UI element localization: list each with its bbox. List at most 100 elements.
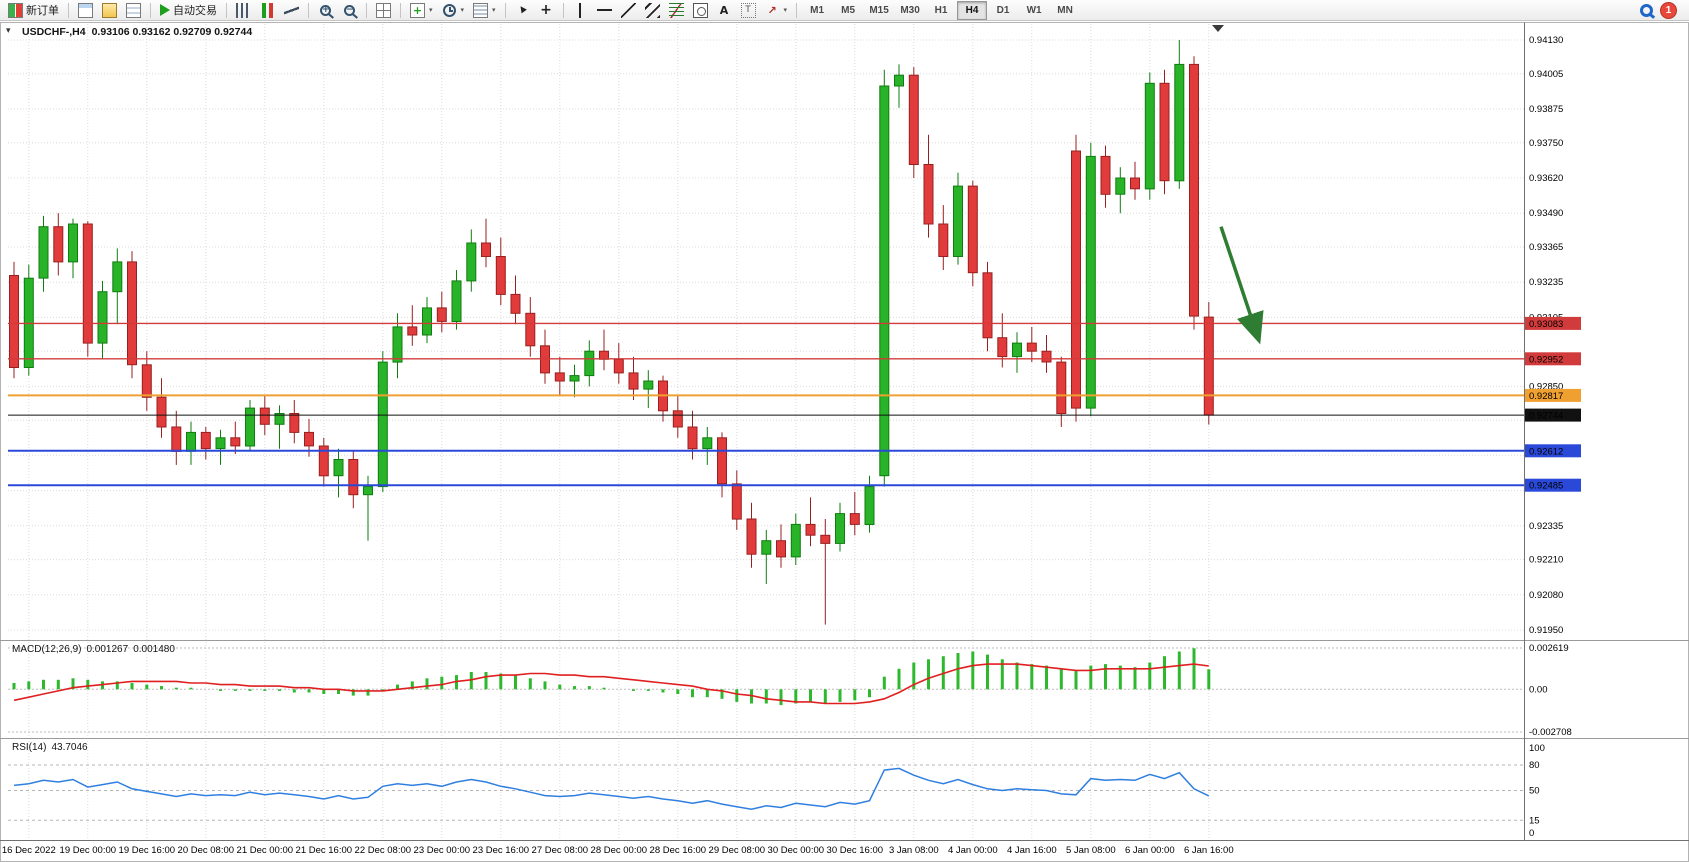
macd-signal-line [13,663,1209,705]
timeframe-button-m15-label: M15 [869,4,889,16]
text-icon [717,3,732,18]
indicators-button[interactable]: ▾ [406,0,437,20]
text-button[interactable] [713,0,736,20]
profiles-button[interactable] [98,0,121,20]
shapes-button[interactable] [689,0,712,20]
fibonacci-button[interactable] [665,0,688,20]
candle-body [274,413,285,425]
candle-body [849,513,860,525]
zoom-out-button[interactable] [338,0,361,20]
svg-text:21 Dec 00:00: 21 Dec 00:00 [237,845,294,856]
candle-body [628,372,639,390]
price-line-label: 0.92485 [1525,478,1581,492]
candle-body [141,364,152,398]
chart-window-button[interactable] [74,0,97,20]
bar-chart-icon [236,2,251,18]
new-order-button[interactable]: 新订单 [4,0,63,20]
svg-text:0.92485: 0.92485 [1529,481,1563,492]
candle-body [776,540,786,558]
line-chart-button[interactable] [280,0,303,20]
chart-shift-marker[interactable] [1212,25,1224,32]
auto-trading-button-label: 自动交易 [173,5,217,17]
crosshair-button[interactable] [535,0,558,20]
price-line-labels: 0.93083 0.92952 0.92817 0.92744 0.92612 0.924… [1525,316,1581,492]
candle-body [230,437,241,447]
candle-body [613,358,624,374]
zoom-in-icon [320,4,331,16]
candle-body [908,74,919,165]
timeframe-button-m1-label: M1 [810,4,825,16]
vertical-line-button[interactable] [569,0,592,20]
cursor-button[interactable] [511,0,534,20]
search-icon[interactable] [1640,3,1653,17]
vertical-line-icon [572,2,588,18]
periods-button[interactable]: ▾ [438,0,469,20]
candle-body [82,223,93,344]
timeframe-button-h4[interactable]: H4 [957,0,988,20]
svg-text:16 Dec 2022: 16 Dec 2022 [2,845,56,856]
text-label-button[interactable] [737,0,760,20]
candle-body [333,459,344,477]
candlestick-chart-button[interactable] [256,0,279,20]
data-window-button[interactable] [122,0,145,20]
svg-text:0.93750: 0.93750 [1529,138,1563,149]
candle-body [289,413,300,433]
horizontal-line-button[interactable] [593,0,616,20]
channel-button[interactable] [641,0,664,20]
notification-badge[interactable]: 1 [1660,1,1677,19]
macd-name: MACD(12,26,9) [12,644,82,655]
candle-body [481,242,491,257]
candle-body [687,426,698,450]
svg-text:30 Dec 16:00: 30 Dec 16:00 [827,845,884,856]
svg-text:0.93490: 0.93490 [1529,208,1563,219]
candle-body [864,486,875,526]
annotation-arrow[interactable] [1219,226,1264,345]
tile-windows-button[interactable] [372,0,395,20]
timeframe-button-m5[interactable]: M5 [833,1,863,20]
rsi-value: 43.7046 [51,742,88,753]
candle-body [466,242,477,282]
candle-body [510,293,521,314]
one-click-trading-arrow-icon[interactable]: ▾ [6,25,11,35]
rsi-name: RSI(14) [12,742,47,753]
candle-body [9,275,19,368]
timeframe-button-mn[interactable]: MN [1050,1,1080,20]
svg-text:4 Jan 00:00: 4 Jan 00:00 [948,845,998,856]
zoom-in-button[interactable] [314,0,337,20]
candle-body [997,337,1008,358]
symbol-timeframe-label: USDCHF-,H4 [22,26,86,38]
candle-body [97,291,108,344]
price-chart-canvas[interactable]: 0.94130 0.94005 0.93875 0.93750 0.93620 0.934… [0,22,1689,862]
candle-body [525,312,536,347]
rsi-line [13,767,1210,810]
shapes-icon [692,2,708,18]
svg-text:50: 50 [1529,786,1540,797]
rsi-panel [8,764,1524,821]
timeframe-button-w1[interactable]: W1 [1019,1,1049,20]
candle-body [672,410,683,428]
svg-text:0.93875: 0.93875 [1529,104,1563,115]
trendline-button[interactable] [617,0,640,20]
arrows-icon [765,3,780,18]
timeframe-button-h1[interactable]: H1 [926,1,956,20]
auto-trading-button[interactable]: 自动交易 [156,0,221,20]
indicators-icon [410,2,425,18]
svg-text:21 Dec 16:00: 21 Dec 16:00 [296,845,353,856]
arrows-button[interactable]: ▾ [761,0,792,20]
timeframe-button-d1[interactable]: D1 [988,1,1018,20]
data-window-icon [126,2,141,18]
templates-button[interactable]: ▾ [469,0,500,20]
timeframe-button-m30[interactable]: M30 [895,1,925,20]
horizontal-lines-layer [8,322,1524,487]
candle-body [879,85,890,477]
price-line-label: 0.93083 [1525,316,1581,330]
svg-text:0.93083: 0.93083 [1529,319,1563,330]
timeframe-button-m1[interactable]: M1 [802,1,832,20]
candle-body [938,223,949,257]
timeframe-button-m15[interactable]: M15 [864,1,894,20]
svg-text:5 Jan 08:00: 5 Jan 08:00 [1066,845,1116,856]
svg-text:0.92850: 0.92850 [1529,381,1563,392]
bar-chart-button[interactable] [232,0,255,20]
macd-panel [8,647,1524,733]
